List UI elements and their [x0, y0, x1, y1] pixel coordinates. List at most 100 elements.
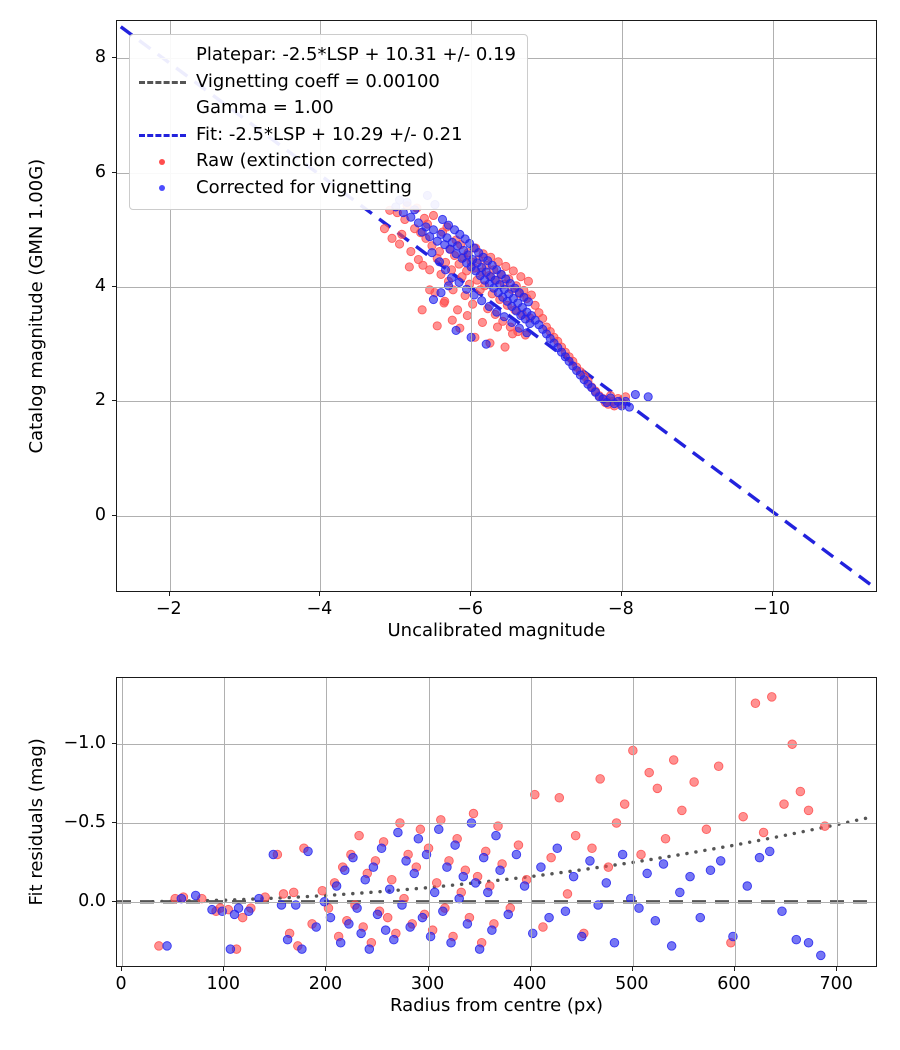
data-point [333, 931, 344, 942]
axis-tick [319, 592, 321, 596]
data-point [474, 248, 484, 258]
scatter-series [391, 190, 653, 412]
data-point [484, 270, 494, 281]
data-point [754, 852, 765, 863]
data-point [644, 767, 654, 778]
data-point [460, 234, 470, 244]
data-point [368, 862, 379, 872]
data-point [560, 352, 570, 362]
y-tick-label: 0.0 [78, 890, 106, 911]
data-point [444, 856, 454, 866]
data-point [738, 811, 748, 822]
gridline-vertical [169, 21, 171, 591]
data-point [514, 323, 524, 333]
data-point [446, 265, 457, 275]
data-point [642, 868, 652, 879]
plot-line [151, 814, 875, 904]
data-point [478, 852, 489, 863]
data-point [400, 214, 410, 225]
data-point [474, 944, 485, 954]
data-point [425, 232, 435, 242]
data-point [549, 332, 559, 342]
data-point [816, 950, 826, 961]
data-point [384, 884, 395, 894]
data-point [538, 922, 548, 932]
data-point [427, 248, 437, 258]
gridline-vertical [632, 678, 634, 966]
data-point [541, 329, 552, 339]
data-point [519, 292, 529, 302]
data-point [652, 783, 663, 794]
data-point [237, 912, 248, 923]
data-point [487, 260, 497, 270]
scatter-series [162, 818, 826, 961]
gridline-horizontal [117, 401, 876, 403]
x-tick-label: −6 [457, 599, 484, 619]
data-point [496, 269, 506, 279]
data-point [465, 238, 475, 249]
data-point [472, 275, 482, 285]
data-point [600, 397, 610, 408]
data-point [207, 904, 217, 915]
gridline-horizontal [117, 286, 876, 288]
y-tick-label: 6 [94, 161, 106, 182]
legend-entry: Vignetting coeff = 0.00100 [139, 69, 516, 96]
data-point [404, 262, 414, 272]
data-point [489, 265, 499, 275]
data-point [417, 912, 428, 923]
data-point [376, 843, 387, 853]
data-point [478, 252, 488, 262]
data-point [379, 224, 390, 234]
gridline-vertical [621, 21, 623, 591]
data-point [605, 391, 616, 401]
data-point [443, 276, 454, 286]
fit-residuals-plot [116, 677, 877, 967]
data-point [545, 327, 555, 337]
data-point [534, 308, 544, 318]
data-point [485, 881, 495, 891]
data-point [564, 356, 574, 366]
data-point [380, 925, 391, 935]
data-point [504, 274, 514, 284]
data-point [554, 793, 565, 803]
data-point [523, 297, 533, 307]
data-point [560, 347, 570, 357]
data-point [472, 871, 483, 882]
axis-tick [112, 900, 116, 902]
data-point [590, 387, 601, 397]
data-point [530, 789, 540, 800]
data-point [393, 827, 403, 838]
data-point [497, 859, 507, 869]
data-point [442, 222, 452, 232]
data-point [490, 309, 500, 319]
data-point [594, 392, 604, 402]
data-point [587, 383, 597, 393]
data-point [507, 301, 517, 311]
data-point [553, 336, 563, 346]
data-point [489, 919, 499, 929]
data-point [419, 213, 429, 223]
data-point [795, 786, 806, 797]
axis-tick [168, 592, 170, 596]
data-point [407, 919, 417, 929]
data-point [617, 849, 628, 860]
x-tick-label: −4 [306, 599, 333, 619]
legend-handle-vignetting-dash-icon [139, 74, 186, 90]
data-point [503, 909, 513, 920]
data-point [229, 909, 240, 920]
data-point [549, 338, 559, 348]
data-point [190, 890, 201, 901]
data-point [348, 852, 358, 863]
data-point [495, 295, 505, 305]
data-point [520, 314, 530, 324]
data-point [462, 266, 472, 276]
legend-entry: Platepar: -2.5*LSP + 10.31 +/- 0.19 [139, 42, 516, 69]
data-point [462, 919, 473, 929]
data-point [764, 846, 775, 857]
data-point [508, 266, 518, 276]
data-point [481, 339, 491, 349]
gridline-horizontal [117, 823, 876, 824]
data-point [481, 846, 491, 857]
data-point [260, 892, 270, 902]
data-point [544, 912, 554, 923]
